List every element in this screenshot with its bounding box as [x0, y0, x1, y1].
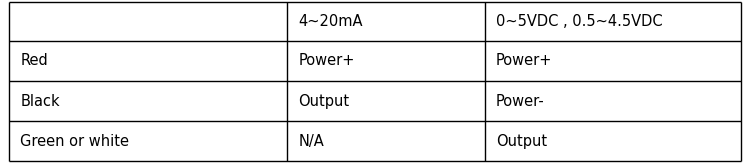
Text: Power-: Power-	[496, 94, 544, 109]
Text: Black: Black	[20, 94, 60, 109]
Text: 0~5VDC , 0.5~4.5VDC: 0~5VDC , 0.5~4.5VDC	[496, 14, 663, 29]
Text: 4~20mA: 4~20mA	[298, 14, 363, 29]
Text: Output: Output	[496, 133, 548, 149]
Text: Power+: Power+	[298, 53, 355, 68]
Text: Power+: Power+	[496, 53, 553, 68]
Text: N/A: N/A	[298, 133, 324, 149]
Text: Output: Output	[298, 94, 350, 109]
Text: Red: Red	[20, 53, 48, 68]
Text: Green or white: Green or white	[20, 133, 129, 149]
